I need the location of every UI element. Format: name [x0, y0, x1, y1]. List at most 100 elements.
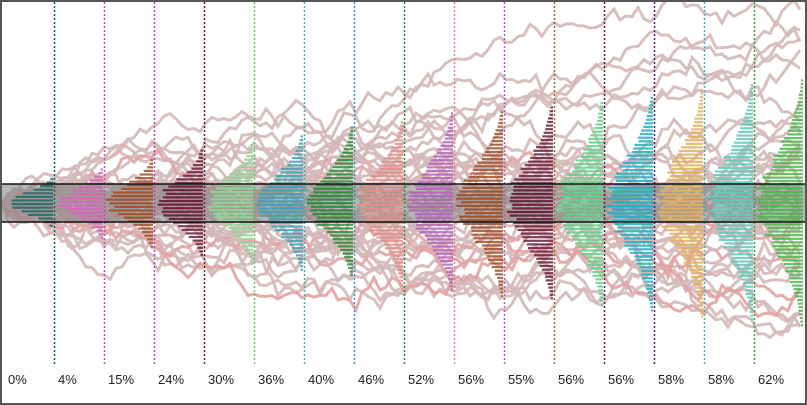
histogram-bar [349, 270, 353, 273]
histogram-bar [725, 159, 753, 162]
histogram-bar [230, 230, 253, 233]
histogram-bar [514, 178, 553, 181]
histogram-bar [699, 99, 703, 102]
histogram-bar [329, 169, 353, 172]
histogram-bar [326, 230, 353, 234]
histogram-bar [484, 248, 503, 251]
histogram-bar [693, 279, 703, 282]
histogram-bar [187, 171, 203, 174]
histogram-bar [561, 195, 603, 198]
histogram-bar [548, 117, 553, 120]
histogram-bar [317, 216, 353, 219]
histogram-bar [495, 273, 503, 276]
histogram-bar [456, 194, 503, 197]
histogram-bar [258, 207, 303, 210]
histogram-bar [522, 171, 553, 174]
histogram-bar [21, 210, 53, 213]
histogram-bar [243, 245, 253, 248]
histogram-bar [366, 218, 403, 221]
histogram-bar [650, 97, 653, 100]
histogram-bar [392, 258, 403, 261]
histogram-bar [634, 255, 653, 258]
histogram-bar [588, 137, 603, 140]
histogram-bar [713, 174, 753, 177]
histogram-bar [592, 271, 603, 274]
histogram-bar [765, 180, 803, 183]
histogram-bar [790, 280, 803, 284]
histogram-bar [69, 193, 103, 196]
histogram-bar [536, 146, 553, 149]
histogram-bar [683, 261, 703, 264]
histogram-bar [661, 225, 703, 228]
histogram-bar [736, 138, 753, 141]
histogram-bar [800, 86, 803, 89]
histogram-bar [547, 120, 553, 124]
histogram-bar [800, 320, 803, 323]
histogram-bar [583, 152, 603, 155]
histogram-bar [197, 246, 203, 249]
histogram-bar [640, 273, 653, 276]
histogram-bar [789, 126, 803, 129]
histogram-bar [597, 119, 603, 122]
histogram-bar [738, 130, 753, 133]
histogram-bar [409, 191, 453, 194]
histogram-bar [698, 106, 703, 109]
histogram-bar [543, 131, 553, 134]
histogram-bar [748, 98, 753, 101]
histogram-bar [583, 148, 603, 151]
histogram-bar [765, 172, 803, 176]
histogram-bar [437, 148, 453, 151]
histogram-bar [374, 171, 403, 174]
histogram-bar [676, 247, 703, 250]
histogram-bar [659, 189, 703, 192]
histogram-bar [435, 252, 453, 255]
histogram-bar [566, 231, 603, 234]
histogram-bar [730, 260, 753, 263]
histogram-bar [517, 228, 553, 232]
histogram-bar [414, 213, 453, 216]
histogram-bar [561, 184, 603, 187]
histogram-bar [783, 262, 803, 266]
histogram-bar [493, 136, 503, 139]
histogram-bar [575, 166, 603, 169]
histogram-bar [665, 229, 703, 232]
histogram-bar [728, 249, 753, 252]
histogram-bar [513, 189, 553, 192]
histogram-bar [313, 187, 353, 190]
histogram-bar [581, 155, 603, 158]
histogram-bar [417, 180, 453, 183]
histogram-bar [537, 261, 553, 264]
histogram-bar [672, 167, 703, 171]
histogram-bar [482, 158, 503, 161]
histogram-bar [381, 240, 403, 243]
histogram-bar [399, 128, 403, 131]
histogram-bar [599, 105, 603, 108]
histogram-bar [497, 276, 503, 279]
histogram-bar [619, 165, 653, 168]
histogram-bar [198, 156, 203, 159]
histogram-bar [689, 268, 703, 271]
histogram-bar [599, 109, 603, 112]
histogram-bar [773, 162, 803, 165]
histogram-bar [757, 216, 803, 219]
histogram-bar [716, 224, 753, 227]
histogram-bar [564, 227, 603, 230]
percent-label: 58% [658, 372, 685, 387]
histogram-bar [605, 205, 653, 208]
histogram-bar [292, 247, 303, 250]
histogram-bar [750, 84, 753, 87]
histogram-bar [114, 205, 153, 208]
histogram-bar [626, 154, 653, 157]
histogram-bar [699, 304, 703, 307]
histogram-bar [755, 208, 803, 212]
histogram-bar [758, 219, 803, 222]
histogram-bar [718, 238, 753, 241]
histogram-bar [391, 254, 403, 257]
percent-label: 40% [308, 372, 335, 387]
histogram-column [106, 159, 153, 248]
histogram-bar [399, 276, 403, 279]
histogram-bar [691, 275, 703, 279]
histogram-bar [693, 283, 703, 286]
histogram-bar [182, 174, 203, 177]
histogram-bar [109, 209, 153, 212]
